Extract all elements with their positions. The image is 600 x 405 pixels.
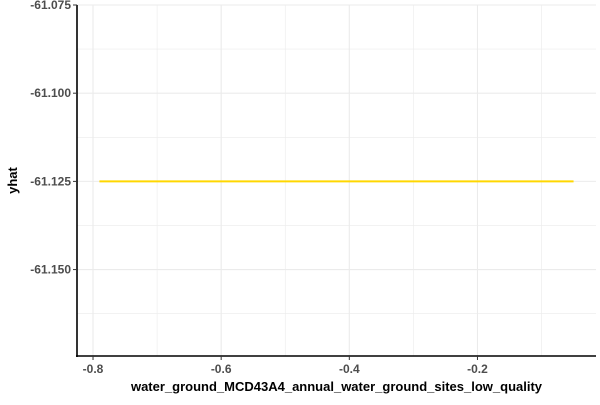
x-tick-label: -0.2 — [467, 362, 488, 376]
y-tick-label: -61.125 — [30, 174, 71, 188]
x-tick-label: -0.4 — [339, 362, 360, 376]
y-axis-title: yhat — [5, 166, 20, 193]
x-tick-label: -0.8 — [83, 362, 104, 376]
y-tick-label: -61.075 — [30, 0, 71, 12]
x-ticks: -0.8 -0.6 -0.4 -0.2 — [83, 356, 488, 376]
y-tick-label: -61.100 — [30, 86, 71, 100]
grid-lines — [77, 4, 596, 356]
y-tick-label: -61.150 — [30, 263, 71, 277]
x-axis-title: water_ground_MCD43A4_annual_water_ground… — [130, 379, 543, 394]
y-ticks: -61.075 -61.100 -61.125 -61.150 — [30, 0, 77, 277]
x-tick-label: -0.6 — [211, 362, 232, 376]
